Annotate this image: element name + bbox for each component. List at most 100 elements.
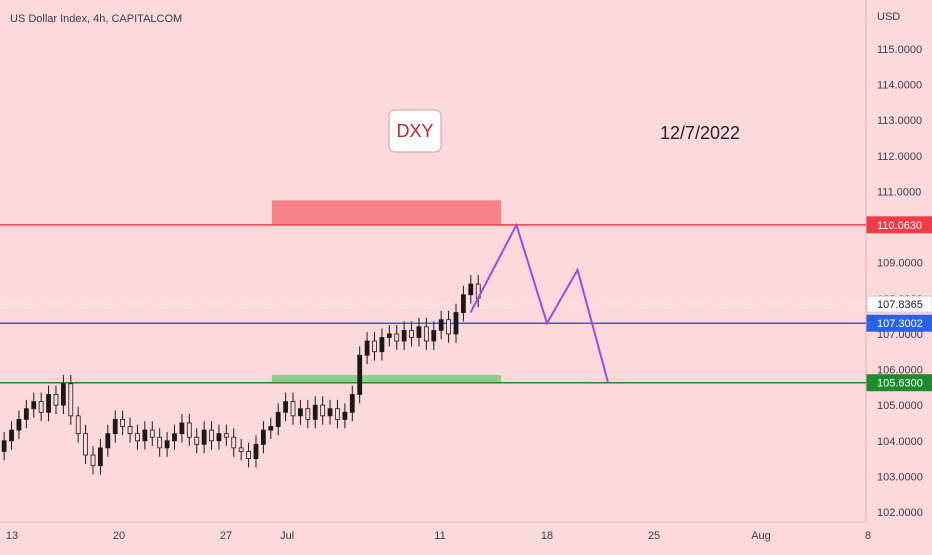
support-tag: 105.6300 [866, 374, 932, 392]
currency-label: USD [877, 11, 900, 23]
candle-body [298, 408, 303, 417]
y-tick-label: 107.0000 [877, 329, 923, 341]
candle-body [127, 426, 133, 435]
candle-body [83, 433, 89, 456]
candle-body [401, 329, 407, 342]
y-tick-label: 104.0000 [877, 436, 923, 448]
y-tick-label: 113.0000 [877, 115, 922, 127]
candle-body [409, 329, 414, 338]
candle-body [438, 319, 444, 331]
candle-body [164, 440, 170, 449]
candle-body [60, 383, 66, 406]
candle-body [223, 433, 229, 438]
candle-body [75, 415, 81, 435]
candle-body [1, 440, 7, 452]
candle-body [327, 408, 333, 417]
y-tick-label: 115.0000 [877, 44, 922, 56]
candle-body [423, 326, 429, 342]
x-axis-ticks: 13 20 27 Jul 11 18 25 Aug 8 [6, 530, 871, 542]
support-tag-text: 105.6300 [877, 378, 923, 390]
candle-body [231, 436, 237, 449]
candle-body [186, 422, 192, 438]
x-tick-label: 18 [541, 530, 553, 542]
date-annotation: 12/7/2022 [660, 123, 740, 143]
dxy-label: DXY [396, 121, 433, 141]
candle-body [253, 443, 259, 459]
candle-body [246, 451, 251, 459]
candle-body [453, 312, 459, 335]
candle-body [320, 404, 326, 417]
candle-body [68, 383, 74, 417]
candle-body [120, 418, 126, 427]
levels-layer [0, 224, 866, 384]
candle-body [179, 422, 185, 435]
mid-level-tag: 107.3002 [866, 314, 932, 332]
candle-body [394, 333, 400, 342]
dxy-box [388, 109, 442, 153]
candle-body [364, 340, 370, 356]
candle-body [275, 411, 281, 427]
candle-body [349, 394, 355, 413]
candle-body [135, 433, 140, 442]
support-zone [271, 374, 502, 383]
candle-body [268, 426, 274, 431]
x-tick-label: Aug [751, 530, 771, 542]
candle-body [357, 354, 363, 395]
y-tick-label: 111.0000 [877, 186, 921, 198]
last-price-tag: 107.8365 [866, 295, 932, 313]
candle-body [305, 408, 311, 420]
zones-layer [271, 200, 502, 383]
candle-body [416, 326, 422, 338]
candle-body [312, 404, 318, 420]
y-tick-label: 106.0000 [877, 365, 923, 377]
candle-body [460, 294, 466, 313]
plot-background [0, 0, 866, 522]
x-tick-label: 13 [6, 530, 18, 542]
x-tick-label: 11 [434, 530, 445, 542]
candle-body [9, 429, 14, 442]
mid-level-tag-text: 107.3002 [877, 318, 923, 330]
candle-body [342, 411, 348, 420]
price-axis-background [866, 0, 932, 550]
y-tick-label: 114.0000 [877, 80, 922, 92]
projection-path [469, 222, 610, 383]
resistance-tag-text: 110.0630 [877, 220, 922, 232]
candle-body [46, 394, 51, 413]
candle-body [238, 447, 244, 452]
candle-body [468, 283, 474, 296]
support-tag-box [866, 374, 932, 392]
last-price-tag-text: 107.8365 [877, 299, 923, 311]
candle-body [372, 340, 377, 353]
candle-body [283, 401, 289, 413]
y-tick-label: 109.0000 [877, 258, 923, 270]
candle-body [209, 429, 214, 442]
candle-body [53, 394, 59, 406]
candle-body [16, 418, 22, 431]
y-tick-label: 105.0000 [877, 400, 923, 412]
candle-body [335, 408, 340, 420]
price-tags: 110.0630 107.8365 107.3002 105.6300 [866, 216, 932, 392]
x-tick-label: 27 [220, 530, 232, 542]
resistance-tag: 110.0630 [866, 216, 932, 234]
candle-body [386, 333, 392, 338]
candle-body [112, 418, 118, 435]
resistance-zone [271, 200, 502, 225]
candle-body [105, 433, 111, 449]
candle-body [31, 401, 37, 410]
candle-body [172, 433, 177, 442]
candle-body [157, 436, 163, 449]
candle-body [379, 337, 385, 353]
candle-body [149, 429, 155, 438]
candles-layer [1, 275, 481, 475]
candle-body [216, 433, 222, 442]
candle-body [90, 454, 96, 467]
mid-level-tag-box [866, 314, 932, 332]
x-tick-label: Jul [280, 530, 294, 542]
candle-body [194, 436, 200, 445]
candle-body [446, 319, 451, 335]
projection-layer [469, 222, 610, 383]
candle-body [201, 429, 207, 445]
last-price-tag-box [866, 295, 932, 313]
